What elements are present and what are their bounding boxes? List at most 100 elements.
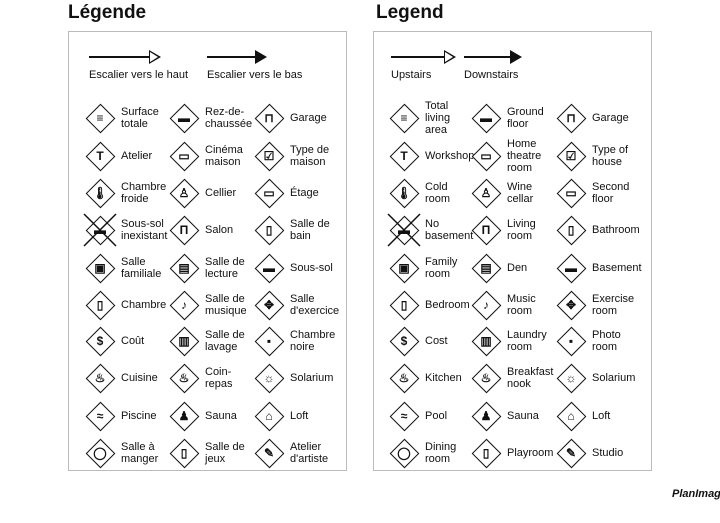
- no-basement-icon: ▬: [387, 213, 421, 247]
- legend-item-family-room: ▣ Family room: [389, 251, 457, 285]
- cold-room-icon: 🌡: [85, 178, 116, 209]
- legend-item-solarium: ☼ Solarium: [254, 361, 333, 395]
- dining-room-icon: ◯: [389, 438, 420, 469]
- legend-panel: Escalier vers le haut Escalier vers le ba…: [68, 31, 347, 471]
- exercise-room-icon: ✥: [556, 290, 587, 321]
- den-icon: ▤: [169, 253, 200, 284]
- legend-item-label: Sous-sol inexistant: [121, 218, 168, 242]
- total-area-icon: ≡: [389, 103, 420, 134]
- legend-item-exercise-room: ✥ Salle d'exercice: [254, 288, 339, 322]
- legend-item-house-type: ☑ Type de maison: [254, 139, 329, 173]
- legend-item-living-room: Π Living room: [471, 213, 536, 247]
- legend-item-family-room: ▣ Salle familiale: [85, 251, 161, 285]
- cold-room-icon: 🌡: [389, 178, 420, 209]
- legend-item-bathroom: ▯ Bathroom: [556, 213, 640, 247]
- legend-item-laundry-room: ▥ Laundry room: [471, 324, 547, 358]
- legend-item-photo-room: ▪ Chambre noire: [254, 324, 335, 358]
- bedroom-icon: ▯: [389, 290, 420, 321]
- legend-item-home-theatre: ▭ Cinéma maison: [169, 139, 243, 173]
- workshop-icon: T: [85, 141, 116, 172]
- stairs-up-label: Escalier vers le haut: [89, 69, 189, 81]
- home-theatre-icon: ▭: [471, 141, 502, 172]
- legend-item-exercise-room: ✥ Exercise room: [556, 288, 634, 322]
- legend-item-wine-cellar: ♙ Wine cellar: [471, 176, 533, 210]
- bedroom-icon: ▯: [85, 290, 116, 321]
- legend-item-garage: ⊓ Garage: [254, 101, 327, 135]
- legend-item-label: Chambre froide: [121, 181, 167, 205]
- legend-title: Legend: [376, 2, 444, 23]
- legend-item-living-room: Π Salon: [169, 213, 233, 247]
- total-area-icon: ≡: [85, 103, 116, 134]
- legend-item-label: Family room: [425, 256, 458, 280]
- legend-item-music-room: ♪ Music room: [471, 288, 536, 322]
- legend-item-label: Breakfast nook: [507, 366, 554, 390]
- photo-room-icon: ▪: [254, 326, 285, 357]
- kitchen-icon: ♨: [85, 363, 116, 394]
- legend-item-bedroom: ▯ Bedroom: [389, 288, 470, 322]
- bathroom-icon: ▯: [556, 215, 587, 246]
- legend-item-label: Piscine: [121, 410, 157, 422]
- legend-item-label: Salle de musique: [205, 293, 247, 317]
- laundry-room-icon: ▥: [169, 326, 200, 357]
- legend-item-basement: ▬ Basement: [556, 251, 642, 285]
- legend-item-label: Chambre noire: [290, 329, 336, 353]
- legend-item-sauna: ♟ Sauna: [169, 399, 237, 433]
- legend-item-cost: $ Coût: [85, 324, 144, 358]
- breakfast-nook-icon: ♨: [169, 363, 200, 394]
- stairs-up-label: Upstairs: [391, 69, 432, 81]
- legend-item-workshop: T Atelier: [85, 139, 152, 173]
- legend-item-wine-cellar: ♙ Cellier: [169, 176, 236, 210]
- legend-item-bathroom: ▯ Salle de bain: [254, 213, 330, 247]
- legend-item-label: Cost: [425, 335, 448, 347]
- legend-item-label: Second floor: [592, 181, 630, 205]
- legend-item-label: Salle de lavage: [205, 329, 245, 353]
- cost-icon: $: [85, 326, 116, 357]
- legend-item-label: Cinéma maison: [205, 144, 243, 168]
- legend-item-label: Home theatre room: [507, 138, 542, 174]
- legend-item-solarium: ☼ Solarium: [556, 361, 635, 395]
- legend-item-label: Salle de bain: [290, 218, 330, 242]
- legend-item-label: Loft: [290, 410, 309, 422]
- legend-item-cold-room: 🌡 Chambre froide: [85, 176, 166, 210]
- house-type-icon: ☑: [254, 141, 285, 172]
- legend-item-ground-floor: ▬ Rez-de- chaussée: [169, 101, 252, 135]
- legend-item-label: Garage: [290, 112, 327, 124]
- legend-title: Légende: [68, 2, 147, 23]
- legend-item-workshop: T Workshop: [389, 139, 474, 173]
- legend-item-label: Dining room: [425, 441, 457, 465]
- legend-item-label: Chambre: [121, 299, 167, 311]
- garage-icon: ⊓: [254, 103, 285, 134]
- legend-item-label: Surface totale: [121, 106, 159, 130]
- second-floor-icon: ▭: [556, 178, 587, 209]
- legend-item-second-floor: ▭ Étage: [254, 176, 319, 210]
- legend-item-dining-room: ◯ Salle à manger: [85, 436, 158, 470]
- music-room-icon: ♪: [471, 290, 502, 321]
- legend-item-label: Photo room: [592, 329, 621, 353]
- legend-item-basement: ▬ Sous-sol: [254, 251, 333, 285]
- legend-item-home-theatre: ▭ Home theatre room: [471, 138, 542, 174]
- legend-item-studio: ✎ Atelier d'artiste: [254, 436, 328, 470]
- legend-panel: Upstairs Downstairs ≡ Total living area ▬ Gro…: [373, 31, 652, 471]
- playroom-icon: ▯: [169, 438, 200, 469]
- legend-item-house-type: ☑ Type of house: [556, 139, 628, 173]
- kitchen-icon: ♨: [389, 363, 420, 394]
- workshop-icon: T: [389, 141, 420, 172]
- stairs-down-label: Downstairs: [464, 69, 519, 81]
- legend-item-total-area: ≡ Total living area: [389, 100, 450, 136]
- sauna-icon: ♟: [169, 401, 200, 432]
- legend-item-label: Sauna: [507, 410, 539, 422]
- legend-item-label: Solarium: [290, 372, 334, 384]
- playroom-icon: ▯: [471, 438, 502, 469]
- legend-item-label: Garage: [592, 112, 629, 124]
- legend-item-studio: ✎ Studio: [556, 436, 623, 470]
- bathroom-icon: ▯: [254, 215, 285, 246]
- legend-item-pool: ≈ Pool: [389, 399, 447, 433]
- legend-item-garage: ⊓ Garage: [556, 101, 629, 135]
- legend-item-label: Ground floor: [507, 106, 544, 130]
- legend-item-label: Salon: [205, 224, 234, 236]
- legend-item-kitchen: ♨ Kitchen: [389, 361, 462, 395]
- loft-icon: ⌂: [254, 401, 285, 432]
- legend-item-label: Workshop: [425, 150, 475, 162]
- solarium-icon: ☼: [254, 363, 285, 394]
- legend-item-den: ▤ Den: [471, 251, 527, 285]
